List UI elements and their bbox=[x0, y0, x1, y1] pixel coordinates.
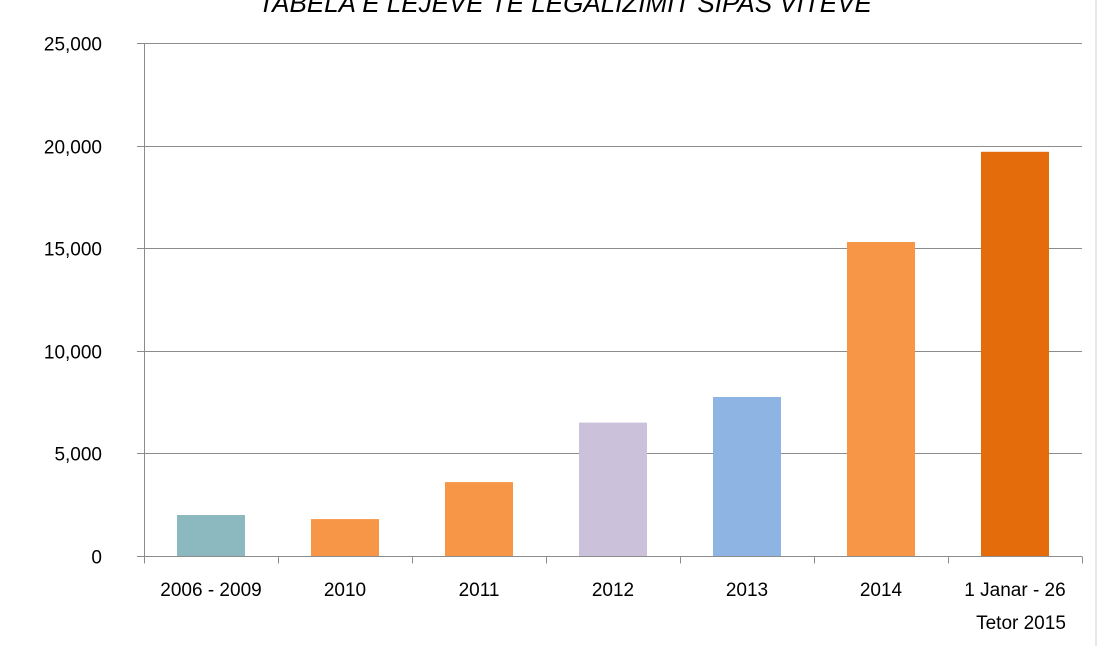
y-tick-label: 10,000 bbox=[44, 343, 102, 364]
bars bbox=[177, 151, 1049, 557]
x-axis: 2006 - 2009 2010 2011 2012 2013 2014 1 Janar -… bbox=[144, 556, 1083, 634]
bar bbox=[713, 397, 781, 556]
bar bbox=[981, 151, 1049, 557]
y-tick-label: 25,000 bbox=[44, 35, 102, 56]
x-tick-label: 2011 bbox=[459, 580, 500, 601]
x-tick-label: 2013 bbox=[726, 580, 768, 601]
bar bbox=[445, 482, 513, 556]
bar bbox=[579, 422, 647, 556]
gridlines bbox=[144, 43, 1082, 454]
y-tick-label: 0 bbox=[91, 548, 102, 569]
bar bbox=[847, 242, 915, 556]
chart-title: TABELA E LEJEVE TE LEGALIZIMIT SIPAS VIT… bbox=[258, 0, 872, 18]
x-tick-label: 2006 - 2009 bbox=[160, 580, 261, 601]
bar bbox=[311, 519, 379, 556]
y-tick-label: 5,000 bbox=[54, 445, 102, 466]
x-tick-label: 2010 bbox=[324, 580, 366, 601]
x-tick-label: 2014 bbox=[860, 580, 903, 601]
y-tick-label: 15,000 bbox=[44, 240, 102, 261]
x-tick-label: 1 Janar - 26 Tetor 2015 bbox=[964, 580, 1066, 634]
bar bbox=[177, 515, 245, 556]
y-axis: 0 5,000 10,000 15,000 20,000 25,000 bbox=[44, 35, 145, 569]
x-tick-label: 2012 bbox=[592, 580, 634, 601]
y-tick-label: 20,000 bbox=[44, 138, 102, 159]
